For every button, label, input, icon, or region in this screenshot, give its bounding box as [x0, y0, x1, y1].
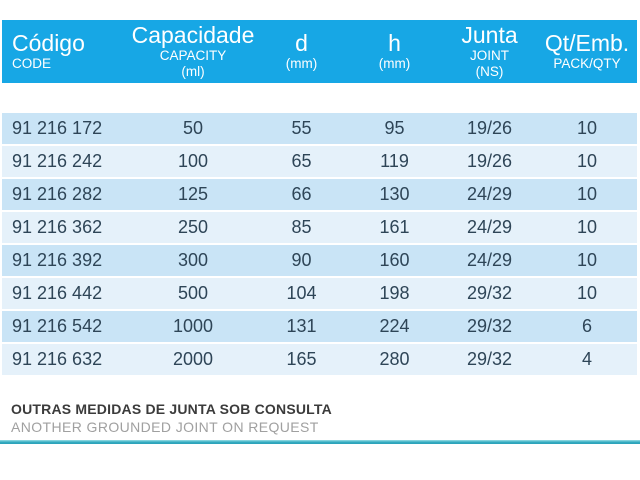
cell-codigo: 91 216 362	[12, 217, 103, 237]
cell-junta: 29/32	[466, 349, 513, 369]
cell-qt_emb: 6	[581, 316, 592, 336]
cell-h: 119	[380, 151, 409, 171]
footer-note-en: ANOTHER GROUNDED JOINT ON REQUEST	[11, 419, 319, 435]
table-row: 91 216 362 250 85 161 24/29 10	[2, 212, 637, 243]
header-capacidade-unit: (ml)	[181, 64, 205, 79]
cell-capacidade: 1000	[172, 316, 214, 336]
cell-codigo: 91 216 442	[12, 283, 103, 303]
table-row: 91 216 392 300 90 160 24/29 10	[2, 245, 637, 276]
cell-d: 131	[286, 316, 317, 336]
cell-h: 160	[379, 250, 410, 270]
table-row: 91 216 172 50 55 95 19/26 10	[2, 113, 637, 144]
table-header: Código CODE Capacidade CAPACITY (ml) d (…	[2, 20, 637, 83]
table-body: 91 216 172 50 55 95 19/26 10 91 216 242 100 65 11…	[2, 113, 637, 377]
cell-qt_emb: 10	[576, 283, 598, 303]
cell-codigo: 91 216 242	[12, 151, 103, 171]
cell-capacidade: 100	[177, 151, 209, 171]
header-junta-subtitle: JOINT	[470, 48, 509, 63]
cell-codigo: 91 216 632	[12, 349, 103, 369]
header-qt-emb-subtitle: PACK/QTY	[553, 56, 621, 71]
header-h-unit: (mm)	[378, 56, 411, 71]
cell-codigo: 91 216 542	[12, 316, 103, 336]
cell-d: 66	[291, 184, 312, 204]
cell-d: 85	[291, 217, 312, 237]
header-h-title: h	[388, 30, 401, 56]
cell-qt_emb: 10	[576, 184, 598, 204]
cell-codigo: 91 216 172	[12, 118, 103, 138]
cell-d: 104	[286, 283, 317, 303]
header-junta-unit: (NS)	[475, 64, 504, 79]
cell-d: 90	[291, 250, 312, 270]
cell-codigo: 91 216 392	[12, 250, 103, 270]
header-capacidade-title: Capacidade	[131, 22, 255, 48]
footer-note-pt: OUTRAS MEDIDAS DE JUNTA SOB CONSULTA	[11, 401, 332, 417]
header-qt-emb: Qt/Emb. PACK/QTY	[537, 20, 637, 83]
cell-capacidade: 50	[182, 118, 204, 138]
cell-h: 95	[384, 118, 405, 138]
cell-junta: 24/29	[466, 184, 513, 204]
header-codigo-subtitle: CODE	[12, 56, 52, 71]
cell-qt_emb: 10	[576, 217, 598, 237]
cell-capacidade: 125	[177, 184, 209, 204]
cell-capacidade: 2000	[172, 349, 214, 369]
cell-qt_emb: 4	[581, 349, 592, 369]
cell-capacidade: 300	[177, 250, 209, 270]
cell-h: 161	[379, 217, 410, 237]
table-row: 91 216 542 1000 131 224 29/32 6	[2, 311, 637, 342]
table-row: 91 216 442 500 104 198 29/32 10	[2, 278, 637, 309]
cell-d: 165	[286, 349, 317, 369]
cell-h: 280	[379, 349, 410, 369]
cell-h: 198	[379, 283, 410, 303]
cell-qt_emb: 10	[576, 151, 598, 171]
header-capacidade: Capacidade CAPACITY (ml)	[130, 20, 256, 83]
header-d: d (mm)	[256, 20, 347, 83]
header-d-title: d	[295, 30, 308, 56]
cell-codigo: 91 216 282	[12, 184, 103, 204]
cell-d: 65	[291, 151, 312, 171]
header-codigo-title: Código	[12, 30, 85, 56]
header-h: h (mm)	[347, 20, 442, 83]
footer-note: OUTRAS MEDIDAS DE JUNTA SOB CONSULTA ANO…	[11, 401, 631, 436]
cell-junta: 19/26	[466, 118, 513, 138]
cell-h: 130	[379, 184, 410, 204]
cell-junta: 24/29	[466, 217, 513, 237]
header-qt-emb-title: Qt/Emb.	[544, 30, 630, 56]
cell-qt_emb: 10	[576, 250, 598, 270]
cell-h: 224	[379, 316, 410, 336]
header-junta: Junta JOINT (NS)	[442, 20, 537, 83]
cell-junta: 24/29	[466, 250, 513, 270]
cell-qt_emb: 10	[576, 118, 598, 138]
header-d-unit: (mm)	[285, 56, 318, 71]
bottom-divider	[0, 440, 640, 444]
header-capacidade-subtitle: CAPACITY	[159, 48, 227, 63]
header-codigo: Código CODE	[2, 20, 130, 83]
table-row: 91 216 632 2000 165 280 29/32 4	[2, 344, 637, 375]
table-row: 91 216 282 125 66 130 24/29 10	[2, 179, 637, 210]
cell-junta: 19/26	[466, 151, 513, 171]
cell-capacidade: 250	[177, 217, 209, 237]
cell-junta: 29/32	[466, 316, 513, 336]
header-junta-title: Junta	[461, 22, 518, 48]
cell-junta: 29/32	[466, 283, 513, 303]
table-row: 91 216 242 100 65 119 19/26 10	[2, 146, 637, 177]
cell-capacidade: 500	[177, 283, 209, 303]
cell-d: 55	[291, 118, 312, 138]
